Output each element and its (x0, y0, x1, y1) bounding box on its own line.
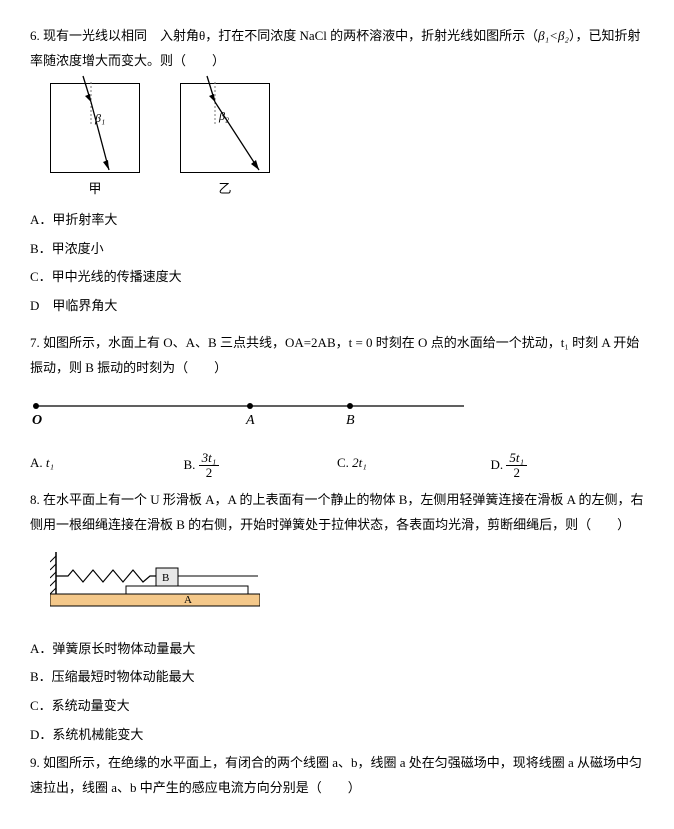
q6-number: 6. (30, 28, 40, 43)
q7-text: 如图所示，水面上有 O、A、B 三点共线，OA=2AB，t = 0 时刻在 O … (30, 335, 639, 375)
q7-figure: O A B (30, 396, 644, 439)
q6-fig-1: β₁ 甲 (50, 83, 140, 202)
q9-text: 如图所示，在绝缘的水平面上，有闭合的两个线圈 a、b，线圈 a 处在匀强磁场中，… (30, 755, 642, 795)
q6-opt-d[interactable]: D 甲临界角大 (30, 294, 644, 319)
q8-opt-b[interactable]: B．压缩最短时物体动能最大 (30, 665, 644, 690)
q7-c-pre: C. (337, 455, 352, 470)
q7-label-o: O (32, 413, 42, 428)
q6-opt-a[interactable]: A．甲折射率大 (30, 208, 644, 233)
q6-svg-1: β₁ (51, 84, 141, 174)
q6-caption-2: 乙 (180, 177, 270, 202)
q6-box-1: β₁ (50, 83, 140, 173)
q7-svg: O A B (30, 396, 470, 430)
q6-opt-c[interactable]: C．甲中光线的传播速度大 (30, 265, 644, 290)
q8-opt-a[interactable]: A．弹簧原长时物体动量最大 (30, 637, 644, 662)
q7-stem: 7. 如图所示，水面上有 O、A、B 三点共线，OA=2AB，t = 0 时刻在… (30, 331, 644, 380)
q6-stem: 6. 现有一光线以相同 入射角θ，打在不同浓度 NaCl 的两杯溶液中，折射光线… (30, 24, 644, 73)
q6-figure-row: β₁ 甲 β₂ 乙 (50, 83, 644, 202)
q7-b-num: 3t₁ (199, 451, 220, 466)
q8-label-b: B (162, 572, 169, 584)
q7-a-pre: A. (30, 455, 46, 470)
q6-options: A．甲折射率大 B．甲浓度小 C．甲中光线的传播速度大 D 甲临界角大 (30, 208, 644, 319)
q7-a-body: t₁ (46, 455, 54, 470)
q8-stem: 8. 在水平面上有一个 U 形滑板 A，A 的上表面有一个静止的物体 B，左侧用… (30, 488, 644, 537)
q7-d-pre: D. (491, 457, 507, 472)
q7-opt-b[interactable]: B. 3t₁2 (184, 451, 338, 481)
q6-beta1-label: β₁ (94, 111, 105, 125)
q8-text: 在水平面上有一个 U 形滑板 A，A 的上表面有一个静止的物体 B，左侧用轻弹簧… (30, 492, 644, 532)
q7-d-num: 5t₁ (506, 451, 527, 466)
q7-label-a: A (245, 413, 255, 428)
q9-number: 9. (30, 755, 40, 770)
q7-opt-c[interactable]: C. 2t₁ (337, 451, 491, 481)
q7-number: 7. (30, 335, 40, 350)
q6-opt-b[interactable]: B．甲浓度小 (30, 237, 644, 262)
q7-options: A. t₁ B. 3t₁2 C. 2t₁ D. 5t₁2 (30, 451, 644, 481)
q7-opt-a[interactable]: A. t₁ (30, 451, 184, 481)
q7-label-b: B (346, 413, 355, 428)
q6-text-a: 现有一光线以相同 入射角θ，打在不同浓度 NaCl 的两杯溶液中，折射光线如图所… (43, 28, 538, 43)
q8-opt-d[interactable]: D．系统机械能变大 (30, 723, 644, 748)
q8-options: A．弹簧原长时物体动量最大 B．压缩最短时物体动能最大 C．系统动量变大 D．系… (30, 637, 644, 748)
q6-cond: β₁<β₂ (538, 28, 569, 43)
q8-number: 8. (30, 492, 40, 507)
q7-c-body: 2t₁ (352, 455, 367, 470)
q6-svg-2: β₂ (181, 84, 271, 174)
q9-stem: 9. 如图所示，在绝缘的水平面上，有闭合的两个线圈 a、b，线圈 a 处在匀强磁… (30, 751, 644, 800)
q7-opt-d[interactable]: D. 5t₁2 (491, 451, 645, 481)
q6-box-2: β₂ (180, 83, 270, 173)
q6-beta2-label: β₂ (218, 109, 229, 123)
q7-b-den: 2 (199, 466, 220, 480)
q6-fig-2: β₂ 乙 (180, 83, 270, 202)
q8-opt-c[interactable]: C．系统动量变大 (30, 694, 644, 719)
q7-d-den: 2 (506, 466, 527, 480)
q7-b-pre: B. (184, 457, 199, 472)
q8-label-a: A (184, 594, 192, 606)
q8-svg: B A (50, 552, 260, 610)
q6-caption-1: 甲 (50, 177, 140, 202)
q8-figure: B A (50, 552, 644, 619)
